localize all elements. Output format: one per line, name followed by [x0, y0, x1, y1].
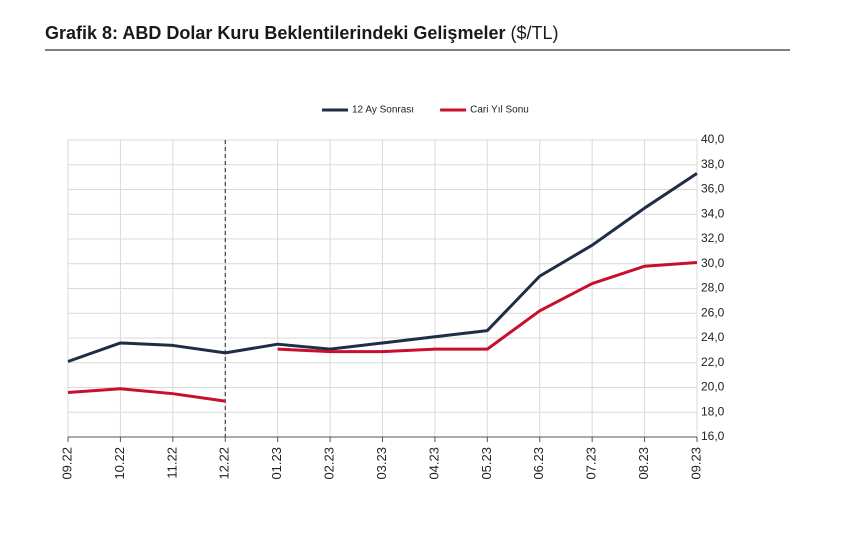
x-tick-label: 01.23: [269, 447, 284, 480]
x-tick-label: 05.23: [479, 447, 494, 480]
series-line: [67, 172, 698, 363]
x-tick-label: 09.22: [59, 447, 74, 480]
x-tick-label: 10.22: [112, 447, 127, 480]
x-tick-label: 12.22: [217, 447, 232, 480]
x-tick-label: 04.23: [426, 447, 441, 480]
y-tick-label: 34,0: [701, 206, 725, 220]
y-tick-label: 20,0: [701, 380, 725, 394]
y-tick-label: 18,0: [701, 404, 725, 418]
x-tick-label: 07.23: [584, 447, 599, 480]
legend-label: Cari Yıl Sonu: [470, 105, 529, 116]
chart-title: Grafik 8: ABD Dolar Kuru Beklentilerinde…: [45, 23, 559, 43]
y-tick-label: 28,0: [701, 281, 725, 295]
y-tick-label: 26,0: [701, 305, 725, 319]
x-tick-label: 03.23: [374, 447, 389, 480]
y-tick-label: 36,0: [701, 182, 725, 196]
y-tick-label: 24,0: [701, 330, 725, 344]
x-tick-label: 08.23: [636, 447, 651, 480]
y-tick-label: 38,0: [701, 157, 725, 171]
y-tick-label: 40,0: [701, 132, 725, 146]
legend-label: 12 Ay Sonrası: [352, 105, 414, 116]
x-tick-label: 06.23: [531, 447, 546, 480]
series-line: [67, 387, 226, 403]
x-tick-label: 02.23: [322, 447, 337, 480]
y-tick-label: 32,0: [701, 231, 725, 245]
y-tick-label: 16,0: [701, 429, 725, 443]
title-text: Grafik 8: ABD Dolar Kuru Beklentilerinde…: [45, 23, 505, 43]
series-line: [277, 261, 698, 354]
x-tick-label: 11.22: [164, 447, 179, 479]
x-tick-label: 09.23: [688, 447, 703, 480]
y-tick-label: 22,0: [701, 355, 725, 369]
y-tick-label: 30,0: [701, 256, 725, 270]
title-unit: ($/TL): [510, 23, 558, 43]
